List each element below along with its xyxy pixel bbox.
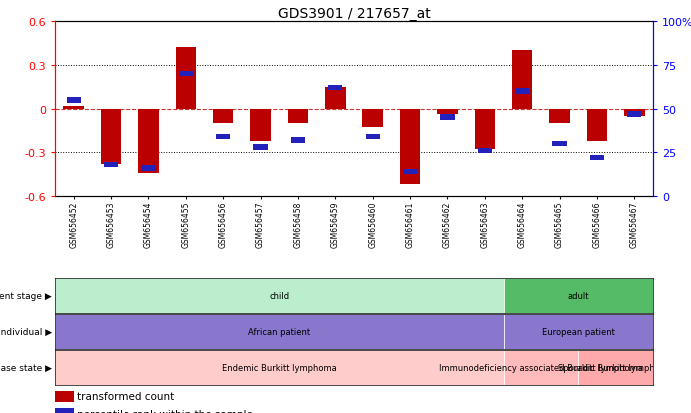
Text: transformed count: transformed count — [77, 391, 173, 401]
Bar — [101, 109, 122, 164]
Bar — [213, 109, 234, 124]
Text: African patient: African patient — [248, 327, 310, 336]
Bar — [104, 162, 118, 168]
Text: disease state ▶: disease state ▶ — [0, 363, 52, 372]
Bar — [55, 314, 504, 349]
Bar — [440, 115, 455, 121]
Bar — [362, 109, 383, 128]
Title: GDS3901 / 217657_at: GDS3901 / 217657_at — [278, 7, 430, 21]
Bar — [216, 134, 230, 140]
Bar — [328, 85, 343, 91]
Text: development stage ▶: development stage ▶ — [0, 291, 52, 300]
Text: adult: adult — [567, 291, 589, 300]
Bar — [291, 138, 305, 143]
Bar — [624, 109, 645, 116]
Text: individual ▶: individual ▶ — [0, 327, 52, 336]
Bar — [437, 109, 457, 115]
Bar — [587, 109, 607, 141]
Bar — [55, 408, 74, 413]
Bar — [366, 134, 380, 140]
Bar — [578, 350, 653, 385]
Text: European patient: European patient — [542, 327, 615, 336]
Bar — [64, 106, 84, 109]
Bar — [400, 109, 420, 185]
Text: Endemic Burkitt lymphoma: Endemic Burkitt lymphoma — [222, 363, 337, 372]
Bar — [475, 109, 495, 150]
Bar — [138, 109, 159, 173]
Bar — [504, 278, 653, 313]
Bar — [55, 391, 74, 402]
Bar — [504, 314, 653, 349]
Bar — [553, 141, 567, 147]
Bar — [549, 109, 570, 124]
Bar — [55, 350, 504, 385]
Bar — [627, 112, 641, 117]
Bar — [403, 169, 417, 175]
Bar — [477, 148, 492, 154]
Text: Immunodeficiency associated Burkitt lymphoma: Immunodeficiency associated Burkitt lymp… — [439, 363, 643, 372]
Bar — [325, 88, 346, 109]
Bar — [179, 71, 193, 77]
Text: percentile rank within the sample: percentile rank within the sample — [77, 409, 252, 413]
Bar — [142, 166, 155, 171]
Bar — [66, 98, 81, 103]
Bar — [590, 155, 604, 161]
Bar — [55, 278, 504, 313]
Bar — [504, 350, 578, 385]
Bar — [250, 109, 271, 141]
Bar — [254, 145, 267, 150]
Text: Sporadic Burkitt lymphoma: Sporadic Burkitt lymphoma — [558, 363, 673, 372]
Bar — [512, 51, 533, 109]
Text: child: child — [269, 291, 290, 300]
Bar — [287, 109, 308, 124]
Bar — [515, 89, 529, 95]
Bar — [176, 48, 196, 109]
